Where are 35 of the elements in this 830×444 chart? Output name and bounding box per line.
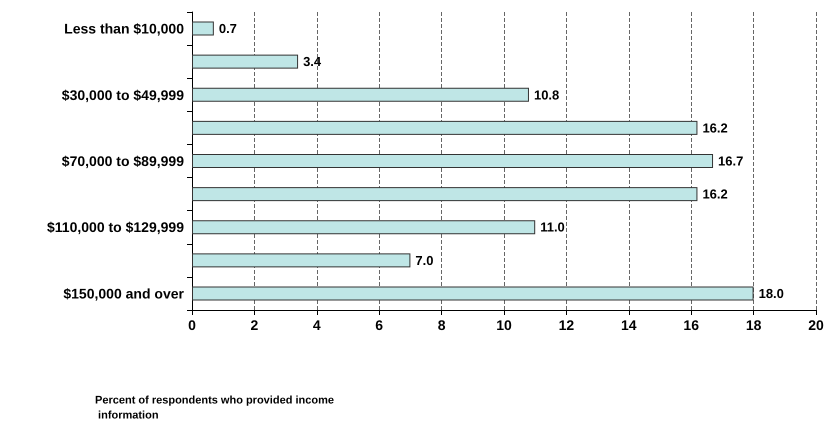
x-tick-label: 2 bbox=[250, 317, 258, 333]
y-tick-label: $30,000 to $49,999 bbox=[62, 86, 184, 103]
x-tick-label: 10 bbox=[496, 317, 512, 333]
data-label: 18.0 bbox=[758, 286, 784, 301]
data-label: 10.8 bbox=[534, 87, 560, 102]
x-tick-label: 12 bbox=[558, 317, 574, 333]
y-tick-label: $70,000 to $89,999 bbox=[62, 153, 184, 169]
x-tick-label: 4 bbox=[312, 317, 321, 333]
bar bbox=[192, 253, 410, 268]
data-label: 7.0 bbox=[415, 252, 434, 268]
x-tick-label: 6 bbox=[375, 317, 384, 333]
data-label: 11.0 bbox=[540, 220, 565, 235]
data-label: 3.4 bbox=[303, 54, 322, 70]
bar bbox=[192, 154, 714, 168]
bar bbox=[192, 54, 298, 69]
y-tick-label: $110,000 to $129,999 bbox=[46, 219, 184, 236]
bar bbox=[192, 88, 529, 102]
bar bbox=[192, 187, 698, 202]
bar bbox=[192, 120, 698, 135]
bar bbox=[192, 220, 536, 234]
x-tick-label: 0 bbox=[188, 317, 196, 333]
y-tick-label: Less than $10,000 bbox=[64, 20, 184, 37]
x-tick-label: 20 bbox=[808, 317, 824, 333]
x-tick-label: 8 bbox=[438, 317, 446, 333]
data-label: 16.7 bbox=[718, 154, 744, 168]
bar bbox=[192, 286, 754, 300]
data-label: 16.2 bbox=[702, 186, 728, 202]
data-label: 0.7 bbox=[218, 21, 237, 36]
bar bbox=[192, 22, 214, 36]
text: Percent of respondents who provided income information bbox=[95, 394, 334, 422]
x-tick-label: 18 bbox=[746, 317, 762, 333]
x-tick-label: 16 bbox=[683, 317, 700, 333]
data-label: 16.2 bbox=[702, 120, 728, 136]
y-tick-label: $150,000 and over bbox=[63, 285, 185, 302]
x-tick-label: 14 bbox=[621, 317, 637, 333]
